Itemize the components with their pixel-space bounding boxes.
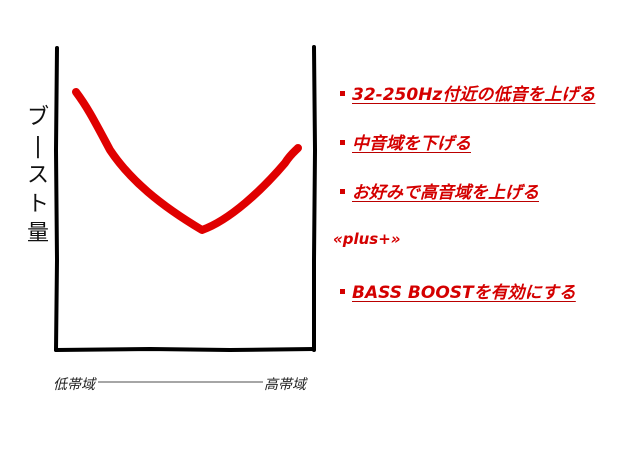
- bullet-icon: [340, 139, 345, 145]
- bullet-icon: [340, 188, 345, 194]
- x-axis-left-label: 低帯域: [53, 377, 95, 393]
- y-label-char: |: [34, 134, 42, 159]
- boost-curve: [72, 88, 302, 234]
- y-label-char: ト: [26, 192, 49, 217]
- list-item: お好みで高音域を上げる: [340, 178, 539, 203]
- plus-heading: «plus+»: [333, 230, 401, 248]
- y-label-char: ス: [26, 163, 49, 188]
- bullet-icon: [340, 90, 345, 96]
- bottom-border: [54, 346, 316, 353]
- y-label-char: 量: [26, 221, 49, 246]
- y-axis-label: ブ | スト量: [26, 103, 50, 248]
- list-item: 32-250Hz付近の低音を上げる: [340, 80, 595, 105]
- right-border: [312, 45, 318, 352]
- bullet-icon: [340, 288, 345, 294]
- left-border: [53, 46, 60, 352]
- list-item: 中音域を下げる: [340, 129, 471, 154]
- y-label-char: ブ: [26, 105, 49, 130]
- x-axis-right-label: 高帯域: [264, 377, 306, 393]
- list-item: BASS BOOSTを有効にする: [340, 278, 576, 303]
